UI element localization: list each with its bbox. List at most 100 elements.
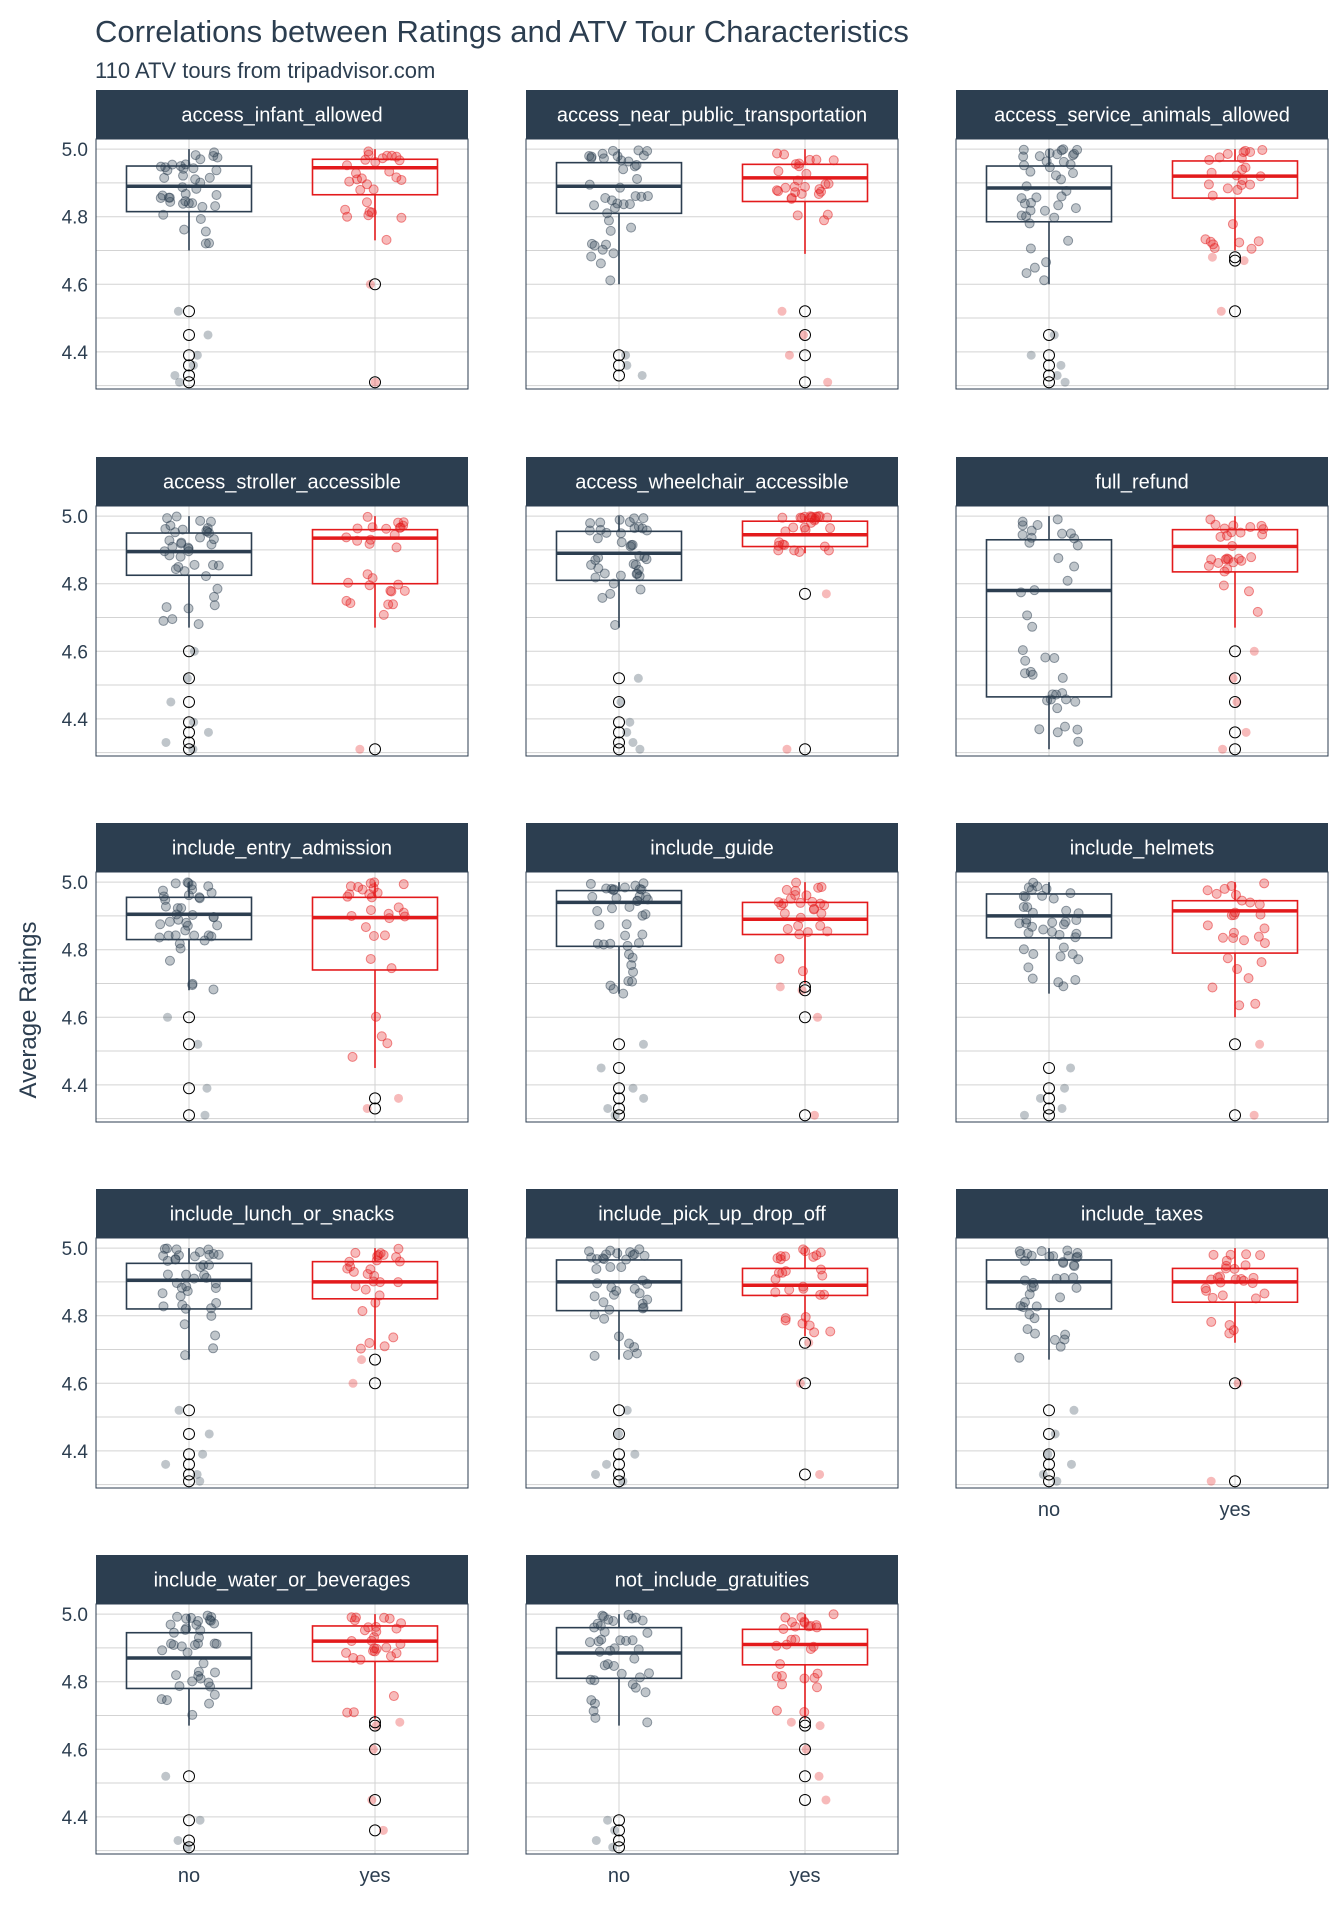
jitter-point	[801, 1744, 811, 1754]
jitter-point	[377, 153, 388, 164]
jitter-point	[823, 377, 833, 387]
jitter-point	[608, 984, 619, 995]
jitter-point	[1234, 237, 1245, 248]
jitter-point	[1202, 885, 1213, 896]
jitter-point	[208, 534, 219, 545]
jitter-point	[1058, 144, 1069, 155]
jitter-point	[367, 573, 378, 584]
outlier-point	[369, 1824, 381, 1837]
jitter-point	[615, 570, 626, 581]
jitter-point	[596, 1063, 606, 1073]
jitter-point	[1021, 918, 1032, 929]
facet-strip	[956, 823, 1328, 872]
jitter-point	[782, 923, 793, 934]
box-iqr	[311, 896, 439, 971]
outlier-point	[183, 1038, 195, 1051]
jitter-point	[1239, 256, 1249, 266]
jitter-point	[608, 1842, 618, 1852]
outlier-point	[613, 1468, 625, 1481]
outlier-point	[613, 1061, 625, 1074]
jitter-point	[1066, 1063, 1076, 1073]
box-no	[555, 513, 683, 756]
jitter-point	[1052, 1476, 1062, 1486]
outlier-point	[369, 1719, 381, 1732]
jitter-point	[1259, 1288, 1270, 1299]
jitter-point	[393, 902, 404, 913]
jitter-point	[369, 1643, 380, 1654]
jitter-point	[1055, 951, 1066, 962]
box-yes	[741, 511, 869, 756]
jitter-point	[360, 1284, 371, 1295]
panel-border	[95, 505, 469, 757]
jitter-point	[1034, 724, 1045, 735]
jitter-point	[599, 568, 610, 579]
jitter-point	[638, 513, 649, 524]
jitter-point	[211, 190, 222, 201]
jitter-point	[606, 195, 617, 206]
jitter-point	[170, 564, 181, 575]
jitter-point	[1060, 377, 1070, 387]
jitter-point	[771, 1671, 782, 1682]
box-iqr	[985, 165, 1113, 223]
jitter-point	[786, 1717, 796, 1727]
jitter-point	[355, 1343, 366, 1354]
jitter-point	[822, 512, 833, 523]
jitter-point	[1062, 575, 1073, 586]
jitter-point	[212, 920, 223, 931]
outlier-point	[613, 716, 625, 729]
facet-strip	[96, 1555, 468, 1604]
panel-border	[525, 1603, 899, 1855]
jitter-point	[157, 1288, 168, 1299]
jitter-point	[1019, 198, 1030, 209]
jitter-point	[385, 585, 396, 596]
outlier-point	[613, 359, 625, 372]
jitter-point	[394, 1093, 404, 1103]
jitter-point	[174, 1681, 185, 1692]
jitter-point	[795, 1378, 805, 1388]
outlier-point	[613, 1082, 625, 1095]
facet-strip-label: not_include_gratuities	[615, 1570, 810, 1592]
jitter-point	[368, 930, 379, 941]
jitter-point	[161, 1771, 171, 1781]
facet-panel-include_water_or_beverages: include_water_or_beverages 4.4 4.6 4.8 5.0 no…	[62, 1555, 469, 1887]
jitter-point	[1018, 944, 1029, 955]
jitter-point	[592, 906, 603, 917]
jitter-point	[589, 1350, 600, 1361]
jitter-point	[1030, 1328, 1041, 1339]
facet-strip-label: include_entry_admission	[172, 838, 392, 860]
jitter-point	[619, 882, 630, 893]
outlier-point	[799, 1743, 811, 1756]
jitter-point	[601, 239, 612, 250]
jitter-point	[621, 1635, 632, 1646]
jitter-point	[161, 602, 172, 613]
y-tick-label: 4.6	[62, 275, 88, 296]
jitter-point	[623, 1609, 634, 1620]
jitter-point	[1069, 561, 1080, 572]
jitter-point	[811, 1682, 822, 1693]
jitter-point	[815, 920, 826, 931]
jitter-point	[1018, 144, 1029, 155]
jitter-point	[1032, 881, 1043, 892]
jitter-point	[1249, 1110, 1259, 1120]
outlier-point	[183, 743, 195, 756]
y-tick-label: 5.0	[62, 140, 88, 161]
jitter-point	[1205, 514, 1216, 525]
outlier-point	[183, 305, 195, 318]
outlier-point	[613, 1458, 625, 1471]
jitter-point	[815, 1469, 825, 1479]
facet-strip	[956, 90, 1328, 139]
outlier-point	[183, 736, 195, 749]
outlier-point	[183, 1427, 195, 1440]
facet-panel-include_lunch_or_snacks: include_lunch_or_snacks 4.4 4.6 4.8 5.0	[62, 1189, 469, 1489]
jitter-point	[603, 1815, 613, 1825]
jitter-point	[603, 1103, 613, 1113]
jitter-point	[399, 585, 410, 596]
outlier-point	[613, 1092, 625, 1105]
jitter-point	[1246, 552, 1257, 563]
jitter-point	[199, 935, 210, 946]
outlier-point	[613, 1448, 625, 1461]
jitter-point	[1066, 1459, 1076, 1469]
box-iqr	[125, 1262, 253, 1310]
jitter-point	[182, 920, 193, 931]
